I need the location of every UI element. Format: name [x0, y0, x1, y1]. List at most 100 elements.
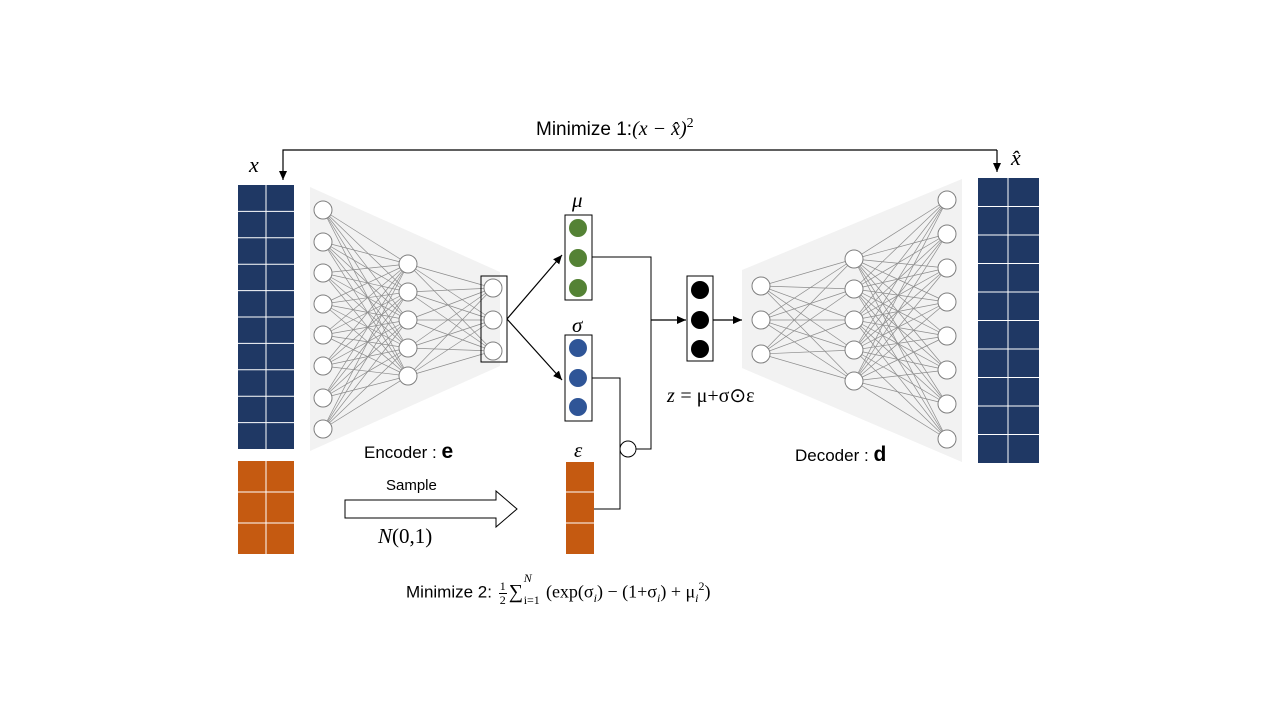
decoder-edge [853, 233, 948, 382]
decoder-edge [760, 258, 855, 355]
mu-vector [564, 214, 593, 301]
encoder-edge [322, 347, 409, 430]
decoder-edges [760, 199, 948, 440]
encoder-node [398, 338, 418, 358]
encoder-edges [322, 209, 494, 430]
encoder-edge [407, 263, 494, 289]
decoder-edge [760, 349, 855, 355]
decoder-edge [853, 233, 948, 260]
decoder-edge [853, 267, 948, 351]
decoder-node [937, 190, 957, 210]
decoder-edge [853, 349, 948, 371]
min2-sub-2: i [656, 590, 661, 605]
encoder-edge [322, 272, 409, 293]
encoder-edge [322, 263, 409, 399]
encoder-edge [322, 241, 409, 321]
decoder-node [937, 360, 957, 380]
decoder-edge [760, 285, 855, 321]
encoder-node [313, 356, 333, 376]
decoder-edge [853, 267, 948, 382]
encoder-edge [322, 241, 409, 265]
epsilon-block [566, 462, 594, 554]
decoder-edge [853, 258, 948, 269]
encoder-node [483, 310, 503, 330]
encoder-node [313, 325, 333, 345]
decoder-edge [760, 258, 855, 321]
decoder-edge [853, 380, 948, 440]
encoder-edge [322, 319, 409, 430]
decoder-edge [853, 233, 948, 351]
encoder-edge [322, 209, 409, 377]
decoder-edge [853, 258, 948, 371]
decoder-node [844, 371, 864, 391]
decoder-edge [853, 288, 948, 440]
sigma-to-multiply-line [592, 377, 621, 510]
encoder-edge [407, 319, 494, 377]
input-x-block [238, 185, 294, 449]
encoder-edge [322, 263, 409, 367]
decoder-edge [853, 258, 948, 440]
z-symbol: z [667, 385, 675, 407]
sample-arrow [344, 489, 518, 529]
decoder-edge [853, 301, 948, 382]
decoder-edge [760, 319, 855, 382]
sample-label: Sample [386, 477, 437, 494]
decoder-edge [760, 288, 855, 321]
decoder-edge [853, 199, 948, 290]
encoder-prefix: Encoder : [364, 443, 442, 462]
min2-body-b: ) − (1+σ [596, 581, 657, 602]
decoder-node [844, 310, 864, 330]
sigma-vector [564, 334, 593, 422]
encoder-node [398, 254, 418, 274]
encoder-edge [407, 347, 494, 352]
sum-lower: i=1 [523, 592, 540, 607]
min2-body-c: ) + μ [660, 581, 696, 602]
encoder-edge [407, 263, 494, 321]
decoder-edge [853, 267, 948, 321]
encoder-edge [322, 241, 409, 293]
decoder-edge [760, 319, 855, 355]
decoder-edge [853, 288, 948, 405]
encoder-edge [407, 319, 494, 352]
encoder-edge [322, 263, 409, 430]
decoder-node [937, 258, 957, 278]
decoder-edge [760, 353, 855, 382]
encoder-edge [322, 263, 409, 336]
decoder-edge [853, 335, 948, 382]
decoder-prefix: Decoder : [795, 446, 874, 465]
encoder-node [398, 310, 418, 330]
decoder-edge [853, 267, 948, 290]
encoder-symbol: e [441, 440, 454, 463]
encoder-edge [407, 287, 494, 293]
encoder-edge [322, 291, 409, 399]
decoder-node [751, 310, 771, 330]
encoder-edge [322, 347, 409, 367]
minimize-1-expr: (x − x̂) [632, 118, 687, 140]
encoder-edge [322, 291, 409, 305]
decoder-symbol: d [873, 443, 887, 466]
encoder-edge [407, 350, 494, 377]
encoder-edge [322, 334, 409, 349]
decoder-edge [853, 301, 948, 321]
encoder-node [398, 366, 418, 386]
minimize-2-prefix: Minimize 2: [406, 582, 497, 602]
decoder-edge [760, 285, 855, 382]
decoder-node [844, 279, 864, 299]
encoder-node [313, 294, 333, 314]
minimize-1-power: 2 [686, 116, 694, 131]
normal-dist-label: N(0,1) [378, 526, 432, 547]
decoder-edge [853, 349, 948, 440]
reconstruction-arrow [279, 149, 997, 180]
encoder-edge [322, 272, 409, 377]
decoder-edge [853, 258, 948, 405]
frac-denominator: 2 [499, 592, 506, 607]
min2-sup: 2 [698, 578, 705, 593]
encoder-node [313, 232, 333, 252]
min2-sub-3: i [695, 590, 699, 605]
decoder-edge [853, 369, 948, 382]
arrow-to-mu [506, 254, 563, 320]
decoder-edge [853, 288, 948, 337]
z-vector [686, 275, 714, 362]
encoder-edge [322, 375, 409, 430]
